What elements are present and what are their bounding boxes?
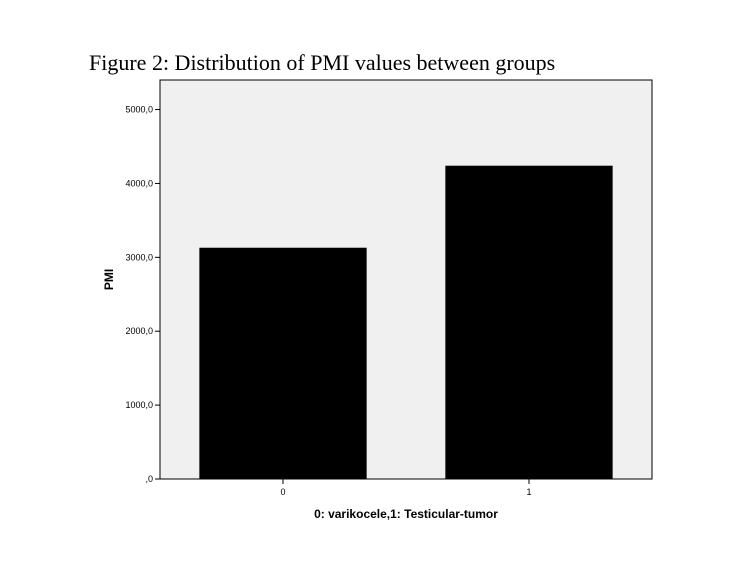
y-tick-label: 2000,0 <box>125 326 153 336</box>
y-axis-title: PMI <box>102 269 116 290</box>
x-tick-label: 1 <box>526 487 531 497</box>
y-tick-label: 5000,0 <box>125 105 153 115</box>
bar <box>199 247 367 479</box>
figure-caption: Figure 2: Distribution of PMI values bet… <box>89 50 556 75</box>
y-tick-label: 3000,0 <box>125 252 153 262</box>
bars <box>199 165 613 479</box>
y-tick-label: ,0 <box>145 474 153 484</box>
x-axis-title: 0: varikocele,1: Testicular-tumor <box>314 507 498 521</box>
bar <box>445 165 613 479</box>
y-axis: ,0 1000,0 2000,0 3000,0 4000,0 5000,0 <box>125 105 160 484</box>
y-tick-label: 4000,0 <box>125 178 153 188</box>
y-tick-label: 1000,0 <box>125 400 153 410</box>
x-tick-label: 0 <box>280 487 285 497</box>
